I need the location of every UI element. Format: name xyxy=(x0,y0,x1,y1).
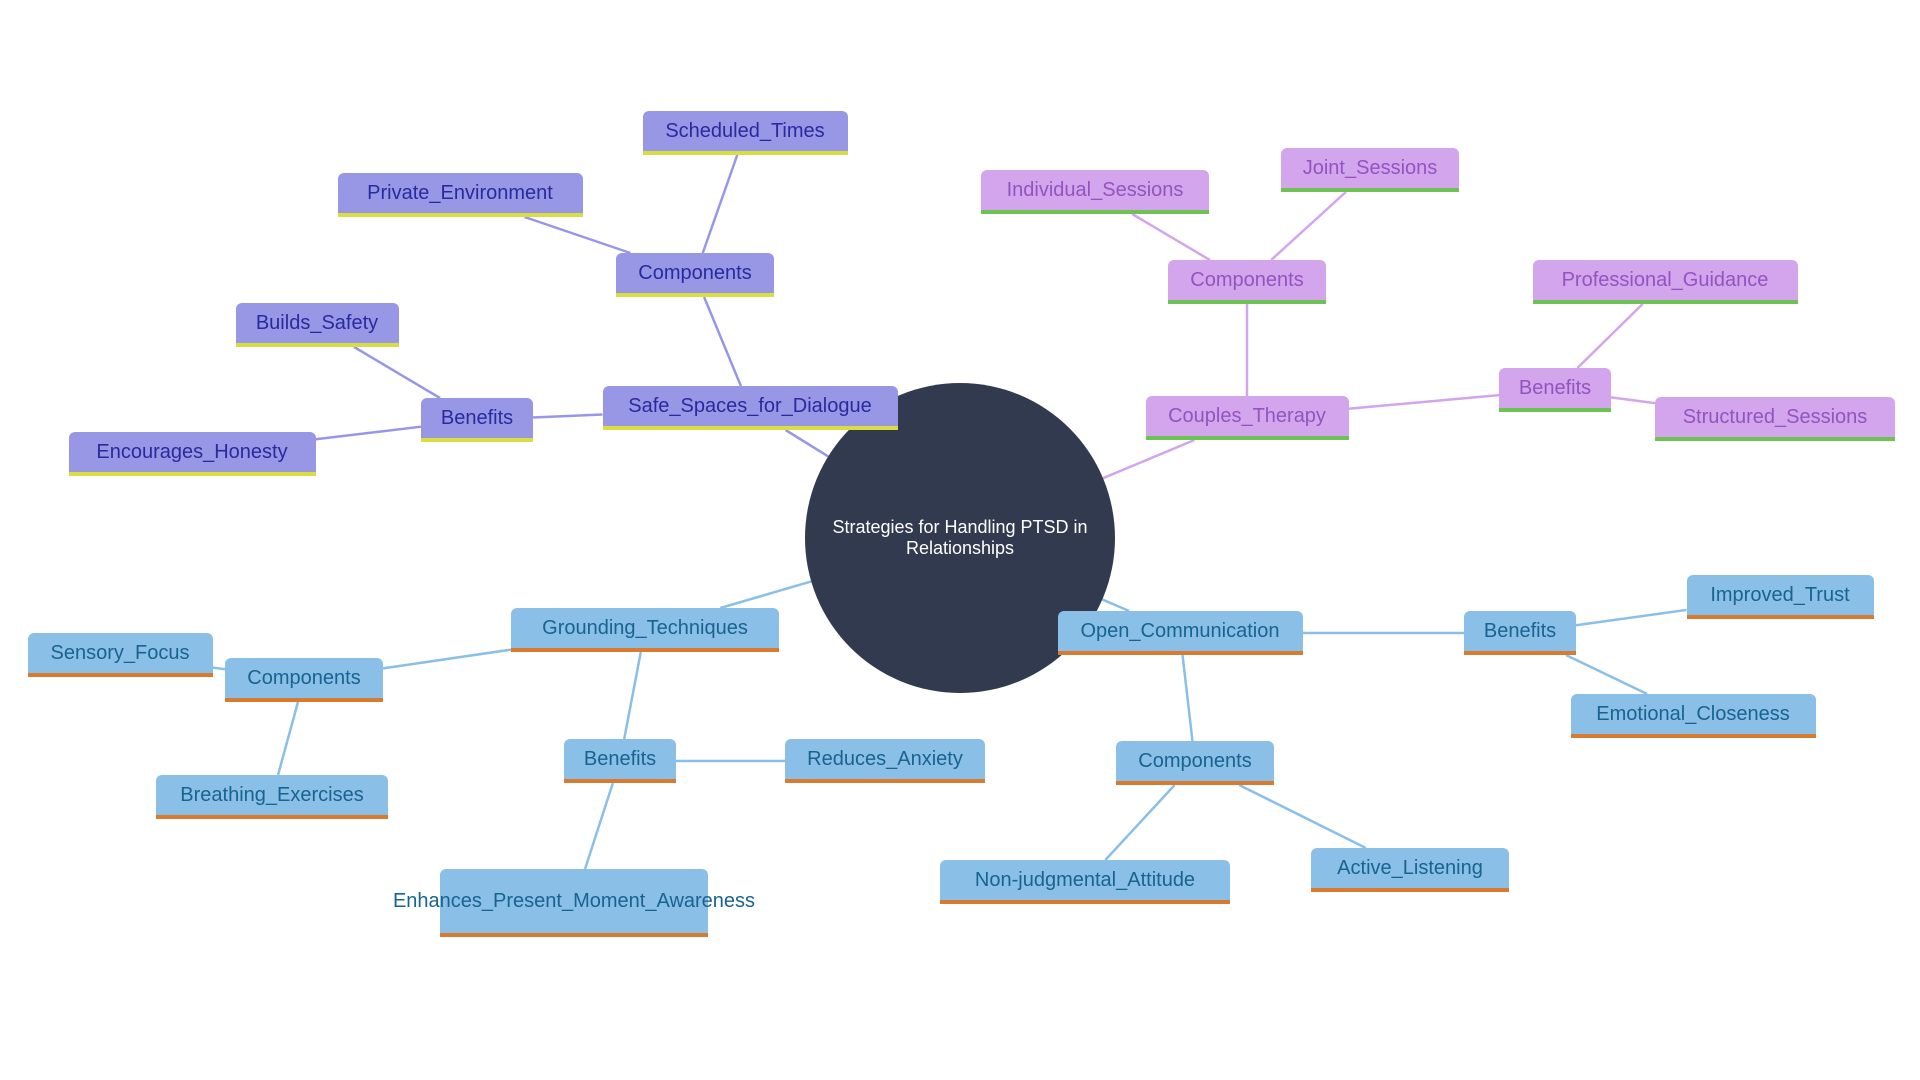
node-label: Private_Environment xyxy=(367,182,553,205)
node-open_comm: Open_Communication xyxy=(1058,611,1303,655)
edge xyxy=(1132,214,1210,260)
edge xyxy=(1349,395,1500,409)
edge xyxy=(278,702,298,775)
node-ct_c_indiv: Individual_Sessions xyxy=(981,170,1209,214)
node-label: Benefits xyxy=(441,407,513,430)
node-ss_c_sched: Scheduled_Times xyxy=(643,111,848,155)
node-ss_benefits: Benefits xyxy=(421,398,533,442)
edge xyxy=(1611,397,1655,403)
node-label: Builds_Safety xyxy=(256,312,378,335)
node-label: Encourages_Honesty xyxy=(96,441,287,464)
node-gt_c_breath: Breathing_Exercises xyxy=(156,775,388,819)
node-label: Benefits xyxy=(1519,377,1591,400)
node-oc_c_active: Active_Listening xyxy=(1311,848,1509,892)
node-ct_benefits: Benefits xyxy=(1499,368,1611,412)
node-label: Grounding_Techniques xyxy=(542,617,748,640)
node-label: Emotional_Closeness xyxy=(1596,703,1789,726)
node-gt_b_present: Enhances_Present_Moment_Awareness xyxy=(440,869,708,937)
node-oc_components: Components xyxy=(1116,741,1274,785)
node-label: Components xyxy=(1190,269,1303,292)
node-ct_b_struct: Structured_Sessions xyxy=(1655,397,1895,441)
node-label: Safe_Spaces_for_Dialogue xyxy=(628,395,872,418)
edge xyxy=(354,347,440,398)
node-oc_b_close: Emotional_Closeness xyxy=(1571,694,1816,738)
node-ss_c_priv: Private_Environment xyxy=(338,173,583,217)
node-label: Improved_Trust xyxy=(1710,584,1849,607)
node-gt_c_sensory: Sensory_Focus xyxy=(28,633,213,677)
node-label: Components xyxy=(1138,750,1251,773)
node-label: Components xyxy=(247,667,360,690)
node-label: Sensory_Focus xyxy=(51,642,190,665)
node-ss_components: Components xyxy=(616,253,774,297)
node-label: Non-judgmental_Attitude xyxy=(975,869,1195,892)
node-label: Reduces_Anxiety xyxy=(807,748,963,771)
node-label: Enhances_Present_Moment_Awareness xyxy=(393,889,755,914)
node-label: Benefits xyxy=(1484,620,1556,643)
node-label: Components xyxy=(638,262,751,285)
node-ct_c_joint: Joint_Sessions xyxy=(1281,148,1459,192)
edge xyxy=(1105,785,1174,860)
node-label: Active_Listening xyxy=(1337,857,1483,880)
node-safe: Safe_Spaces_for_Dialogue xyxy=(603,386,898,430)
edge xyxy=(316,427,422,440)
edge xyxy=(1577,304,1642,368)
edge xyxy=(1566,655,1647,694)
edge xyxy=(703,155,738,253)
node-label: Couples_Therapy xyxy=(1168,405,1326,428)
edge xyxy=(533,414,603,417)
node-label: Professional_Guidance xyxy=(1562,269,1769,292)
edge xyxy=(786,430,829,456)
node-grounding: Grounding_Techniques xyxy=(511,608,779,652)
node-label: Benefits xyxy=(584,748,656,771)
center-label: Strategies for Handling PTSD in Relation… xyxy=(825,517,1095,559)
node-ss_b_honest: Encourages_Honesty xyxy=(69,432,316,476)
mindmap-diagram: Strategies for Handling PTSD in Relation… xyxy=(0,0,1920,1080)
edge xyxy=(704,297,741,386)
node-gt_components: Components xyxy=(225,658,383,702)
node-ss_b_safe: Builds_Safety xyxy=(236,303,399,347)
node-gt_b_anx: Reduces_Anxiety xyxy=(785,739,985,783)
node-oc_benefits: Benefits xyxy=(1464,611,1576,655)
node-label: Scheduled_Times xyxy=(665,120,824,143)
edge xyxy=(383,650,511,669)
node-ct_b_prof: Professional_Guidance xyxy=(1533,260,1798,304)
node-label: Individual_Sessions xyxy=(1007,179,1184,202)
edge xyxy=(1103,440,1194,478)
node-couples: Couples_Therapy xyxy=(1146,396,1349,440)
node-label: Breathing_Exercises xyxy=(180,784,363,807)
node-label: Open_Communication xyxy=(1081,620,1280,643)
node-ct_components: Components xyxy=(1168,260,1326,304)
edge xyxy=(624,652,641,739)
edge xyxy=(1271,192,1346,260)
node-oc_c_nonjudg: Non-judgmental_Attitude xyxy=(940,860,1230,904)
node-oc_b_trust: Improved_Trust xyxy=(1687,575,1874,619)
node-label: Structured_Sessions xyxy=(1683,406,1868,429)
node-label: Joint_Sessions xyxy=(1303,157,1438,180)
edge xyxy=(585,783,613,869)
edge xyxy=(525,217,631,253)
edge xyxy=(1576,610,1687,625)
edge xyxy=(720,581,811,608)
edge xyxy=(1239,785,1366,848)
edge xyxy=(1183,655,1193,741)
edge xyxy=(1102,599,1129,611)
node-gt_benefits: Benefits xyxy=(564,739,676,783)
edge xyxy=(213,668,226,670)
